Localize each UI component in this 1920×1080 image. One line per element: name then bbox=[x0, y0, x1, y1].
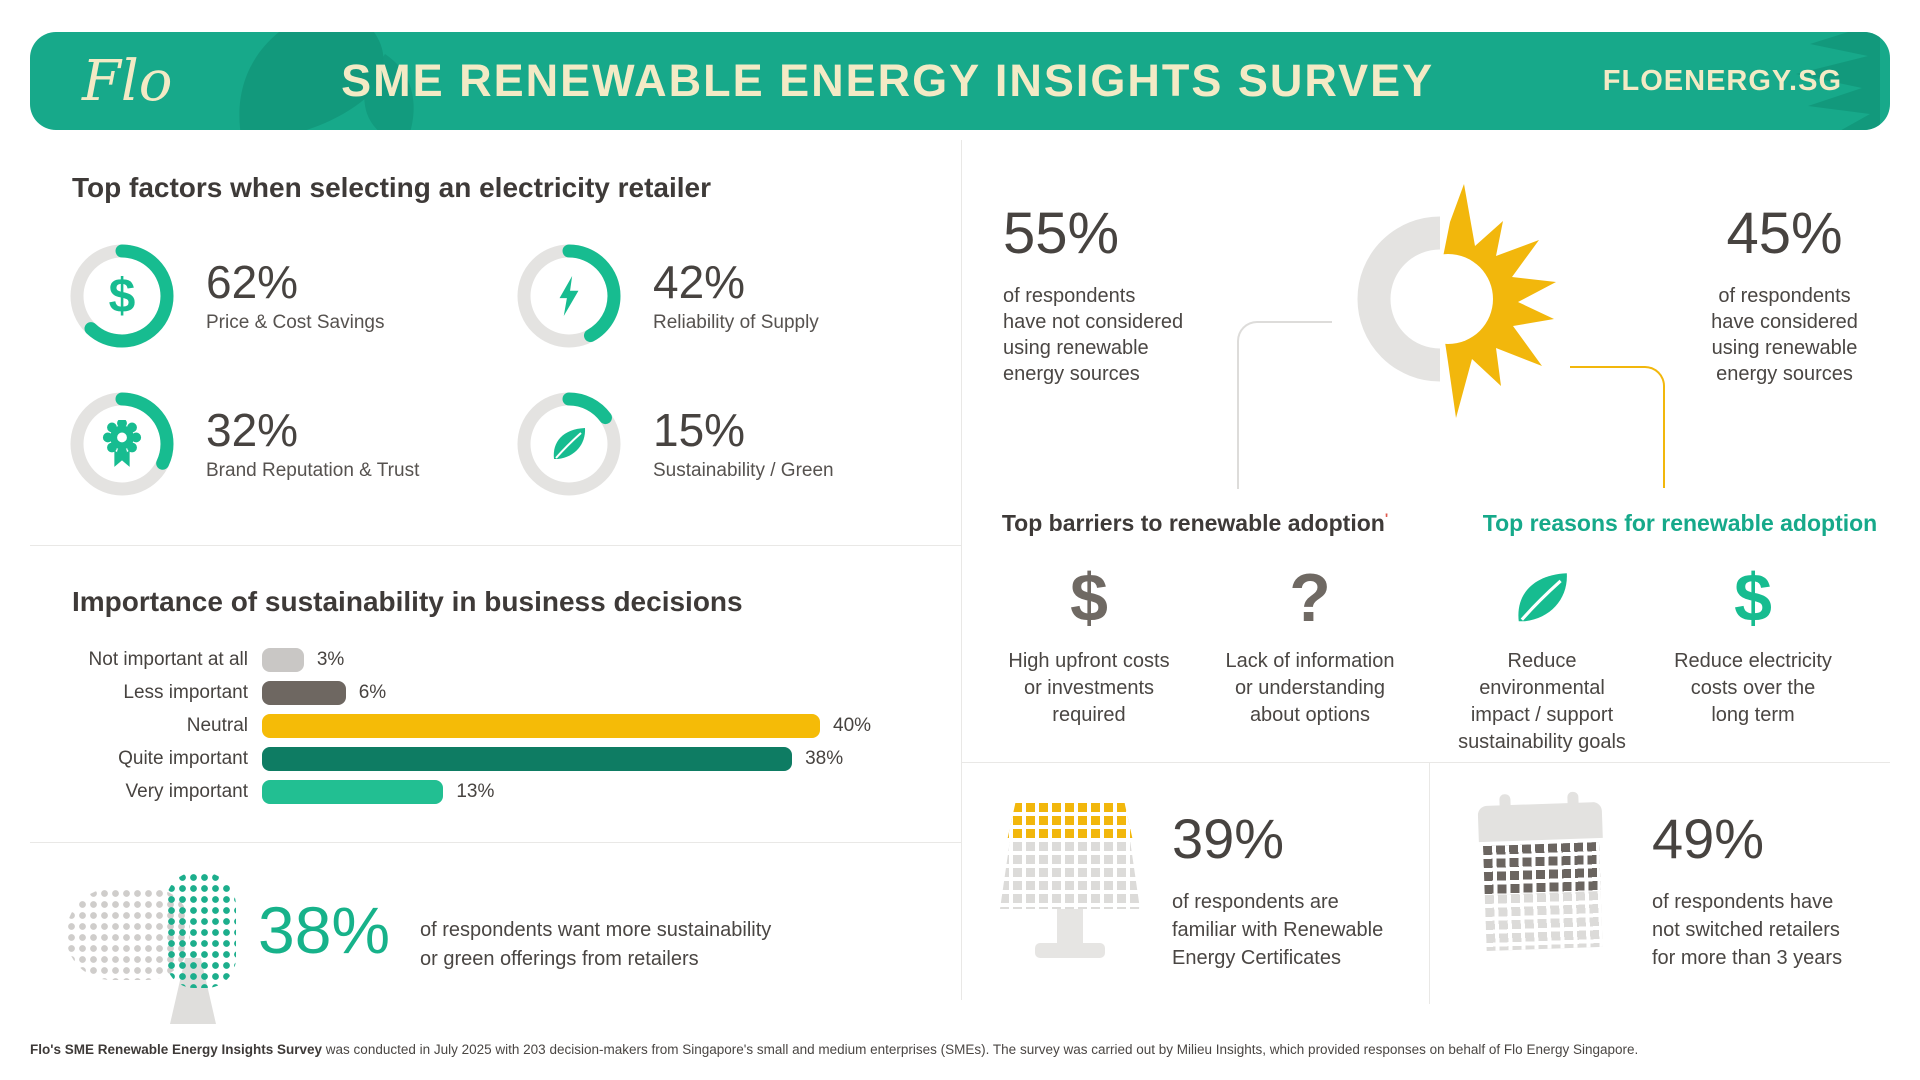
reason-item-environment: Reduce environmental impact / support su… bbox=[1435, 552, 1649, 756]
rec-familiar-value: 39% bbox=[1172, 807, 1285, 870]
factor-card-price: $ 62% Price & Cost Savings bbox=[66, 240, 384, 352]
divider-left-1 bbox=[30, 545, 961, 546]
leaf-icon bbox=[513, 388, 625, 500]
importance-bar-chart: Not important at all 3% Less important 6… bbox=[72, 648, 932, 813]
donut-chart-brand bbox=[66, 388, 178, 500]
not-considered-text: of respondents have not considered using… bbox=[1003, 285, 1184, 385]
monstera-leaf-icon bbox=[239, 32, 414, 130]
factor-label: Price & Cost Savings bbox=[206, 312, 385, 334]
considered-stat: 45% of respondents have considered using… bbox=[1692, 200, 1877, 387]
badge-icon bbox=[66, 388, 178, 500]
barrier-item-information: ? Lack of information or understanding a… bbox=[1203, 552, 1417, 729]
flo-logo: Flo bbox=[82, 48, 173, 114]
reason-item-costs: $ Reduce electricity costs over the long… bbox=[1646, 552, 1860, 729]
bar bbox=[262, 780, 444, 804]
bar-row: Neutral 40% bbox=[186, 714, 872, 738]
leaf-icon bbox=[1435, 552, 1649, 644]
want-more-text: of respondents want more sustainability … bbox=[420, 919, 772, 970]
donut-chart-price: $ bbox=[66, 240, 178, 352]
bar bbox=[262, 681, 346, 705]
tree-dots-green bbox=[166, 872, 236, 988]
factor-label: Reliability of Supply bbox=[653, 312, 819, 334]
factor-label: Brand Reputation & Trust bbox=[206, 460, 420, 482]
footnote-mark: ' bbox=[1384, 510, 1389, 526]
considered-text: of respondents have considered using ren… bbox=[1711, 285, 1858, 385]
factors-section-title: Top factors when selecting an electricit… bbox=[72, 172, 712, 203]
barrier-item-costs: $ High upfront costs or investments requ… bbox=[982, 552, 1196, 729]
reasons-title: Top reasons for renewable adoption bbox=[1482, 510, 1878, 536]
callout-line-reasons bbox=[1570, 366, 1665, 488]
solar-panel-icon bbox=[1000, 803, 1140, 975]
factor-value: 62% bbox=[206, 255, 299, 308]
factor-label: Sustainability / Green bbox=[653, 460, 834, 482]
dollar-icon: $ bbox=[1734, 560, 1772, 636]
bar bbox=[262, 648, 304, 672]
sun-star-icon bbox=[1442, 184, 1556, 418]
considered-value: 45% bbox=[1726, 201, 1843, 266]
not-switched-value: 49% bbox=[1652, 807, 1765, 870]
bar bbox=[262, 747, 793, 771]
page-title: SME RENEWABLE ENERGY INSIGHTS SURVEY bbox=[341, 55, 1435, 106]
palm-leaf-icon bbox=[1796, 32, 1880, 130]
donut-chart-sustainability bbox=[513, 388, 625, 500]
footer-note: Flo's SME Renewable Energy Insights Surv… bbox=[30, 1042, 1639, 1057]
bar-row: Less important 6% bbox=[123, 681, 387, 705]
sun-donut-graphic bbox=[1330, 158, 1590, 448]
dot-tree-icon bbox=[66, 872, 266, 1024]
website-link[interactable]: FLOENERGY.SG bbox=[1602, 64, 1842, 97]
factor-value: 32% bbox=[206, 403, 299, 456]
not-considered-value: 55% bbox=[1003, 201, 1120, 266]
divider-vertical-main bbox=[961, 140, 962, 1000]
factor-card-brand: 32% Brand Reputation & Trust bbox=[66, 388, 419, 500]
bar-row: Quite important 38% bbox=[118, 747, 844, 771]
callout-line-barriers bbox=[1237, 321, 1332, 489]
factor-card-reliability: 42% Reliability of Supply bbox=[513, 240, 819, 352]
bar-row: Very important 13% bbox=[125, 780, 495, 804]
rec-familiar-text: of respondents are familiar with Renewab… bbox=[1172, 891, 1384, 969]
header-banner: Flo SME RENEWABLE ENERGY INSIGHTS SURVEY… bbox=[30, 32, 1890, 130]
question-icon: ? bbox=[1289, 560, 1331, 636]
divider-right-horizontal bbox=[961, 762, 1890, 763]
gray-half-ring bbox=[1357, 216, 1441, 382]
bolt-icon bbox=[513, 240, 625, 352]
bar bbox=[262, 714, 820, 738]
sustainability-section-title: Importance of sustainability in business… bbox=[72, 586, 743, 617]
want-more-value: 38% bbox=[258, 893, 391, 967]
bar-row: Not important at all 3% bbox=[88, 648, 345, 672]
dollar-icon: $ bbox=[108, 269, 136, 323]
donut-chart-reliability bbox=[513, 240, 625, 352]
divider-left-2 bbox=[30, 842, 961, 843]
barriers-title: Top barriers to renewable adoption' bbox=[1001, 510, 1389, 536]
not-considered-stat: 55% of respondents have not considered u… bbox=[1003, 200, 1233, 387]
factor-card-sustainability: 15% Sustainability / Green bbox=[513, 388, 834, 500]
not-switched-text: of respondents have not switched retaile… bbox=[1652, 891, 1843, 969]
dollar-icon: $ bbox=[1070, 560, 1108, 636]
factor-value: 15% bbox=[653, 403, 746, 456]
calendar-icon bbox=[1477, 791, 1607, 955]
divider-right-vertical bbox=[1429, 762, 1430, 1004]
factor-value: 42% bbox=[653, 255, 746, 308]
